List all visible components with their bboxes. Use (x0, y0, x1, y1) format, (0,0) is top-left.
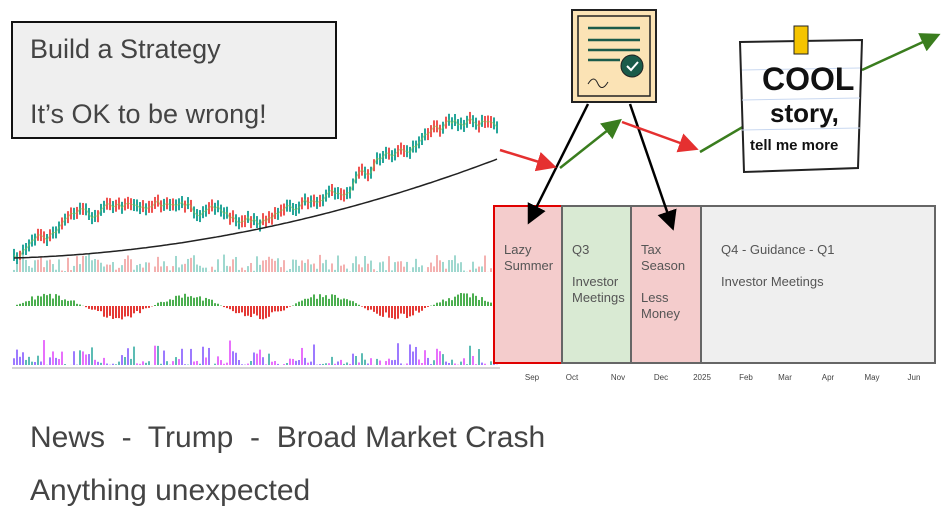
moving-average (13, 158, 498, 259)
box-subtitle: It’s OK to be wrong! (30, 99, 267, 129)
footer-line: News - Trump - Broad Market Crash (30, 421, 545, 454)
period-label: Money (641, 306, 681, 321)
period-box (561, 205, 632, 364)
strategy-box (11, 21, 337, 139)
box-title: Build a Strategy (30, 34, 221, 64)
sticker: COOL story, tell me more (738, 25, 864, 174)
price-line (13, 117, 498, 259)
period-label: Less (641, 290, 669, 305)
footer-line: Anything unexpected (30, 474, 310, 507)
period-label: Q4 - Guidance - Q1 (721, 242, 834, 257)
period-label: Lazy (504, 242, 532, 257)
period-label: Season (641, 258, 685, 273)
sticker-text: COOL (762, 61, 854, 97)
stock-chart (12, 111, 500, 369)
month-label: 2025 (693, 373, 711, 382)
period-label: Q3 (572, 242, 589, 257)
month-label: Mar (778, 373, 792, 382)
arrows (499, 33, 941, 231)
period-box (493, 205, 563, 364)
month-label: Feb (739, 373, 753, 382)
month-label: Sep (525, 373, 540, 382)
certificate-icon (571, 9, 657, 103)
period-box (630, 205, 702, 364)
month-label: Nov (611, 373, 625, 382)
month-label: Dec (654, 373, 668, 382)
month-label: May (864, 373, 879, 382)
period-box (700, 205, 936, 364)
period-label: Meetings (572, 290, 625, 305)
sticker-text: story, (770, 98, 839, 128)
month-label: Jun (908, 373, 921, 382)
month-label: Oct (566, 373, 579, 382)
sticker-text: tell me more (750, 137, 838, 154)
month-label: Apr (822, 373, 835, 382)
timeline: Sep Oct Nov Dec 2025 Feb Mar Apr May Jun (525, 373, 921, 382)
period-label: Investor Meetings (721, 274, 824, 289)
period-label: Tax (641, 242, 662, 257)
period-label: Investor (572, 274, 619, 289)
period-label: Summer (504, 258, 554, 273)
